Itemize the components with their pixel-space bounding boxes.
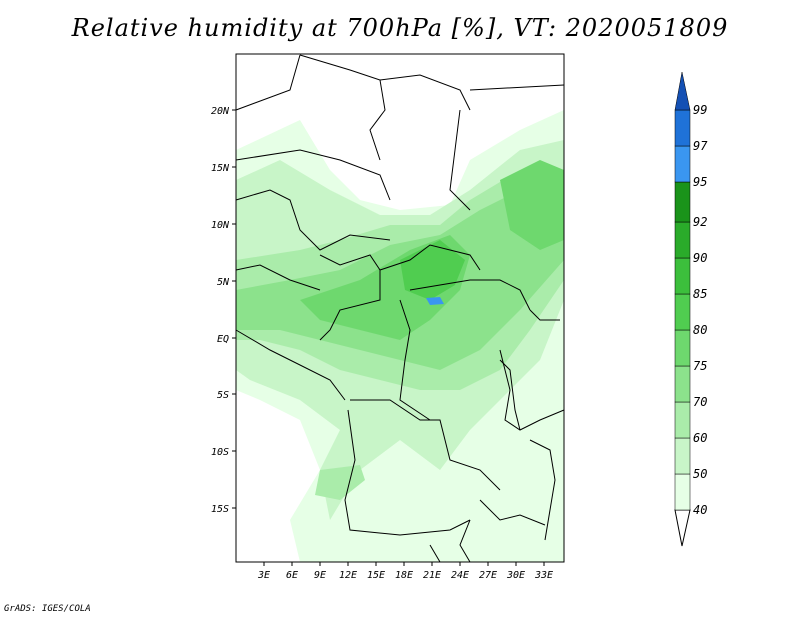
lat-label-15s: 15S bbox=[211, 504, 229, 515]
colorbar-label-40: 40 bbox=[693, 503, 707, 517]
colorbar-swatch-8 bbox=[674, 181, 691, 223]
humidity-area-east-85 bbox=[500, 160, 564, 250]
map-frame bbox=[235, 53, 565, 563]
colorbar-label-99: 99 bbox=[693, 103, 707, 117]
colorbar-swatch-3 bbox=[674, 365, 691, 403]
chart-title: Relative humidity at 700hPa [%], VT: 202… bbox=[71, 14, 729, 42]
lat-label-10s: 10S bbox=[211, 447, 229, 458]
lat-label-15n: 15N bbox=[211, 163, 230, 174]
colorbar-swatch-2 bbox=[674, 401, 691, 439]
lon-label-33e: 33E bbox=[534, 570, 553, 581]
colorbar-swatch-1 bbox=[674, 437, 691, 475]
humidity-area-95 bbox=[426, 297, 444, 305]
colorbar-swatch-5 bbox=[674, 293, 691, 331]
colorbar-swatch-6 bbox=[674, 257, 691, 295]
colorbar-label-60: 60 bbox=[693, 431, 707, 445]
colorbar-label-92: 92 bbox=[693, 215, 707, 229]
lon-label-30e: 30E bbox=[506, 570, 525, 581]
lon-label-12e: 12E bbox=[339, 570, 357, 581]
colorbar-low-arrow bbox=[674, 509, 691, 547]
colorbar-swatch-4 bbox=[674, 329, 691, 367]
lat-label-5n: 5N bbox=[217, 277, 230, 288]
lon-label-9e: 9E bbox=[314, 570, 326, 581]
lat-label-20n: 20N bbox=[211, 106, 230, 117]
colorbar-high-arrow bbox=[674, 71, 691, 111]
colorbar-label-90: 90 bbox=[693, 251, 707, 265]
lon-label-27e: 27E bbox=[479, 570, 497, 581]
lon-axis: 3E 6E 9E 12E 15E 18E 21E 24E 27E 30E 33E bbox=[257, 562, 553, 581]
lon-label-15e: 15E bbox=[367, 570, 385, 581]
lat-axis: 20N 15N 10N 5N EQ 5S 10S 15S bbox=[211, 106, 236, 515]
colorbar-label-70: 70 bbox=[693, 395, 707, 409]
lat-label-eq: EQ bbox=[217, 334, 229, 345]
lat-label-5s: 5S bbox=[217, 390, 229, 401]
colorbar-swatch-10 bbox=[674, 109, 691, 147]
lat-label-10n: 10N bbox=[211, 220, 230, 231]
lon-label-24e: 24E bbox=[451, 570, 469, 581]
colorbar-label-80: 80 bbox=[693, 323, 707, 337]
colorbar-label-85: 85 bbox=[693, 287, 707, 301]
grads-credit: GrADS: IGES/COLA bbox=[4, 604, 91, 614]
colorbar-swatch-0 bbox=[674, 473, 691, 511]
humidity-field bbox=[236, 54, 564, 562]
colorbar: 40 50 60 70 75 80 85 90 92 95 97 99 bbox=[674, 71, 708, 547]
colorbar-label-95: 95 bbox=[693, 175, 707, 189]
humidity-area-southwest bbox=[315, 465, 365, 500]
colorbar-swatch-9 bbox=[674, 145, 691, 183]
colorbar-label-97: 97 bbox=[693, 139, 708, 153]
colorbar-label-50: 50 bbox=[693, 467, 707, 481]
colorbar-label-75: 75 bbox=[693, 359, 707, 373]
lon-label-3e: 3E bbox=[257, 570, 270, 581]
lon-label-6e: 6E bbox=[286, 570, 298, 581]
colorbar-swatch-7 bbox=[674, 221, 691, 259]
lon-label-21e: 21E bbox=[423, 570, 441, 581]
country-borders bbox=[235, 54, 565, 563]
lon-label-18e: 18E bbox=[395, 570, 413, 581]
